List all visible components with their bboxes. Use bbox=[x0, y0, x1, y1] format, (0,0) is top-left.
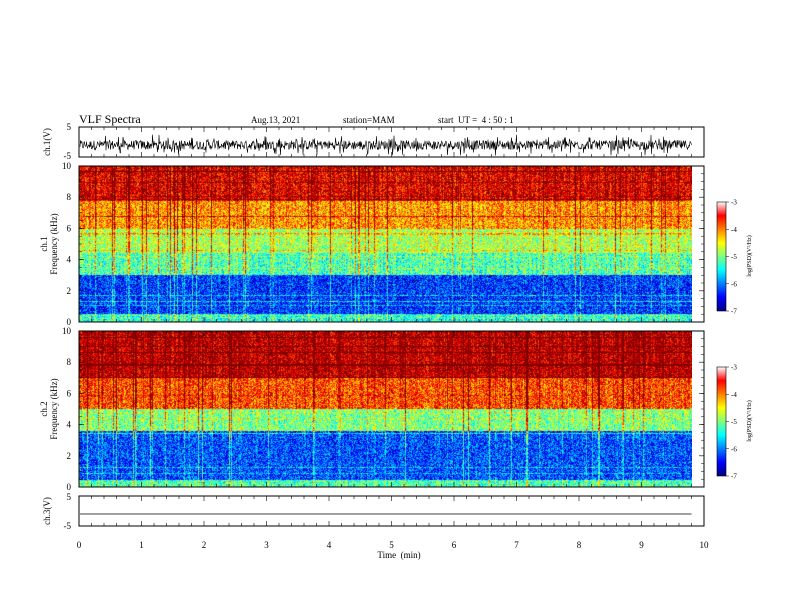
y-tick-label: 8 bbox=[67, 192, 72, 202]
ch2-spectrogram-panel: 0 2 4 6 8 10 ch.2 Frequency (kHz) bbox=[39, 326, 705, 492]
ch2-colorbar: -3 -4 -5 -6 -7 log(PSD)(V²/Hz) bbox=[716, 364, 753, 481]
colorbar-tick-label: -5 bbox=[731, 418, 737, 426]
colorbar-tick-label: -6 bbox=[731, 280, 737, 288]
x-tick-label: 8 bbox=[577, 540, 582, 550]
ch2-spec-ylabel: Frequency (kHz) bbox=[49, 378, 59, 439]
ch1-ytick-top: 5 bbox=[67, 122, 72, 132]
header-station: station=MAM bbox=[343, 115, 395, 125]
ch1-ytick-bottom: -5 bbox=[64, 151, 72, 161]
y-tick-label: 0 bbox=[67, 317, 72, 327]
colorbar-tick-label: -3 bbox=[731, 364, 737, 372]
x-tick-label: 4 bbox=[327, 540, 332, 550]
x-tick-label: 2 bbox=[202, 540, 207, 550]
colorbar-tick-label: -5 bbox=[731, 253, 737, 261]
ch1-spec-ylabel: Frequency (kHz) bbox=[49, 213, 59, 274]
ch1-colorbar-label: log(PSD)(V²/Hz) bbox=[746, 235, 753, 276]
ch1-spec-ylabel-channel: ch.1 bbox=[39, 236, 49, 251]
x-tick-label: 3 bbox=[264, 540, 269, 550]
x-tick-label: 6 bbox=[452, 540, 457, 550]
x-tick-label: 0 bbox=[77, 540, 82, 550]
x-axis-label: Time (min) bbox=[377, 550, 420, 560]
ch1-waveform-panel: 5 -5 ch.1(V) bbox=[42, 122, 705, 161]
y-tick-label: 6 bbox=[67, 388, 72, 398]
ch3-ylabel: ch.3(V) bbox=[42, 497, 52, 525]
y-tick-label: 2 bbox=[67, 286, 72, 296]
ch3-ytick-top: 5 bbox=[67, 492, 72, 502]
ch2-spectrogram-heatmap bbox=[79, 331, 692, 487]
colorbar-tick-label: -6 bbox=[731, 445, 737, 453]
y-tick-label: 10 bbox=[62, 161, 72, 171]
figure-title: VLF Spectra bbox=[79, 112, 141, 126]
y-tick-label: 2 bbox=[67, 451, 72, 461]
x-tick-label: 1 bbox=[139, 540, 144, 550]
y-tick-label: 4 bbox=[67, 255, 72, 265]
y-tick-label: 6 bbox=[67, 223, 72, 233]
y-tick-label: 8 bbox=[67, 357, 72, 367]
x-tick-label: 9 bbox=[639, 540, 644, 550]
colorbar-tick-label: -7 bbox=[731, 308, 737, 316]
ch1-spectrogram-heatmap bbox=[79, 166, 692, 322]
ch1-waveform-line bbox=[79, 134, 692, 156]
colorbar-tick-label: -4 bbox=[731, 391, 737, 399]
header-date: Aug.13, 2021 bbox=[251, 115, 300, 125]
y-tick-label: 4 bbox=[67, 420, 72, 430]
ch3-waveform-panel: 5 -5 ch.3(V) 0 1 2 3 4 5 6 7 8 9 10 Time (min) bbox=[42, 492, 709, 560]
colorbar-tick-label: -7 bbox=[731, 473, 737, 481]
ch2-colorbar-label: log(PSD)(V²/Hz) bbox=[746, 400, 753, 441]
ch2-spec-ylabel-channel: ch.2 bbox=[39, 401, 49, 416]
colorbar-tick-label: -3 bbox=[731, 199, 737, 207]
x-tick-label: 5 bbox=[389, 540, 394, 550]
ch1-spectrogram-panel: 0 2 4 6 8 10 ch.1 Frequency (kHz) bbox=[39, 161, 705, 327]
y-tick-label: 0 bbox=[67, 482, 72, 492]
colorbar-tick-label: -4 bbox=[731, 226, 737, 234]
ch1-ylabel: ch.1(V) bbox=[42, 128, 52, 156]
header-start-time: start UT = 4 : 50 : 1 bbox=[438, 115, 514, 125]
x-tick-label: 10 bbox=[700, 540, 710, 550]
ch3-ytick-bottom: -5 bbox=[64, 521, 72, 531]
ch1-colorbar: -3 -4 -5 -6 -7 log(PSD)(V²/Hz) bbox=[716, 199, 753, 316]
x-tick-label: 7 bbox=[514, 540, 519, 550]
y-tick-label: 10 bbox=[62, 326, 72, 336]
